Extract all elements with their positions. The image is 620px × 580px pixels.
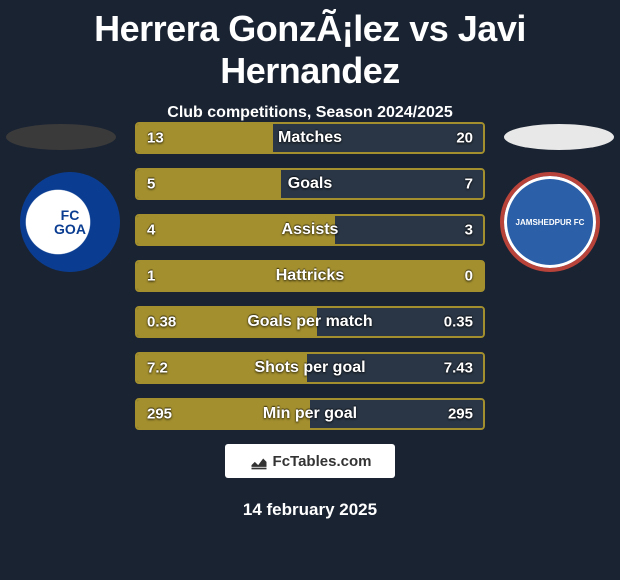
- stat-row: 1 0 Hattricks: [135, 260, 485, 292]
- stat-label: Min per goal: [263, 405, 357, 423]
- stat-value-left: 0.38: [147, 314, 176, 331]
- player-slot-right: [504, 124, 614, 150]
- stat-value-right: 0: [465, 268, 473, 285]
- brand-text: FcTables.com: [273, 453, 372, 470]
- stat-value-left: 5: [147, 176, 155, 193]
- footer-date: 14 february 2025: [0, 500, 620, 520]
- page-subtitle: Club competitions, Season 2024/2025: [0, 104, 620, 122]
- stat-value-left: 1: [147, 268, 155, 285]
- stat-label: Hattricks: [276, 267, 344, 285]
- fctables-logo[interactable]: FcTables.com: [225, 444, 395, 478]
- player-slot-left: [6, 124, 116, 150]
- stat-label: Goals per match: [247, 313, 372, 331]
- stat-value-right: 0.35: [444, 314, 473, 331]
- stat-fill-left: [137, 170, 281, 198]
- stat-row: 13 20 Matches: [135, 122, 485, 154]
- stat-label: Assists: [282, 221, 339, 239]
- stat-value-left: 295: [147, 406, 172, 423]
- jamshedpur-fc-badge: JAMSHEDPUR FC: [500, 172, 600, 272]
- stat-row: 5 7 Goals: [135, 168, 485, 200]
- stat-value-right: 3: [465, 222, 473, 239]
- stat-value-left: 13: [147, 130, 164, 147]
- stat-value-right: 7: [465, 176, 473, 193]
- stat-value-left: 7.2: [147, 360, 168, 377]
- stat-row: 295 295 Min per goal: [135, 398, 485, 430]
- fc-goa-badge: FC GOA: [20, 172, 120, 272]
- stat-row: 4 3 Assists: [135, 214, 485, 246]
- page-title: Herrera GonzÃ¡lez vs Javi Hernandez: [0, 0, 620, 92]
- stat-value-right: 295: [448, 406, 473, 423]
- stat-value-left: 4: [147, 222, 155, 239]
- badge-left-line2: GOA: [54, 221, 86, 237]
- stats-container: 13 20 Matches 5 7 Goals 4 3 Assists 1 0 Hattricks 0.…: [135, 122, 485, 444]
- stat-label: Matches: [278, 129, 342, 147]
- stat-row: 0.38 0.35 Goals per match: [135, 306, 485, 338]
- stat-fill-right: [335, 216, 483, 244]
- badge-left-text: FC GOA: [54, 208, 86, 236]
- stat-label: Shots per goal: [254, 359, 365, 377]
- chart-icon: [249, 451, 269, 471]
- stat-value-right: 7.43: [444, 360, 473, 377]
- stat-label: Goals: [288, 175, 332, 193]
- stat-row: 7.2 7.43 Shots per goal: [135, 352, 485, 384]
- stat-value-right: 20: [456, 130, 473, 147]
- badge-right-text: JAMSHEDPUR FC: [516, 218, 585, 227]
